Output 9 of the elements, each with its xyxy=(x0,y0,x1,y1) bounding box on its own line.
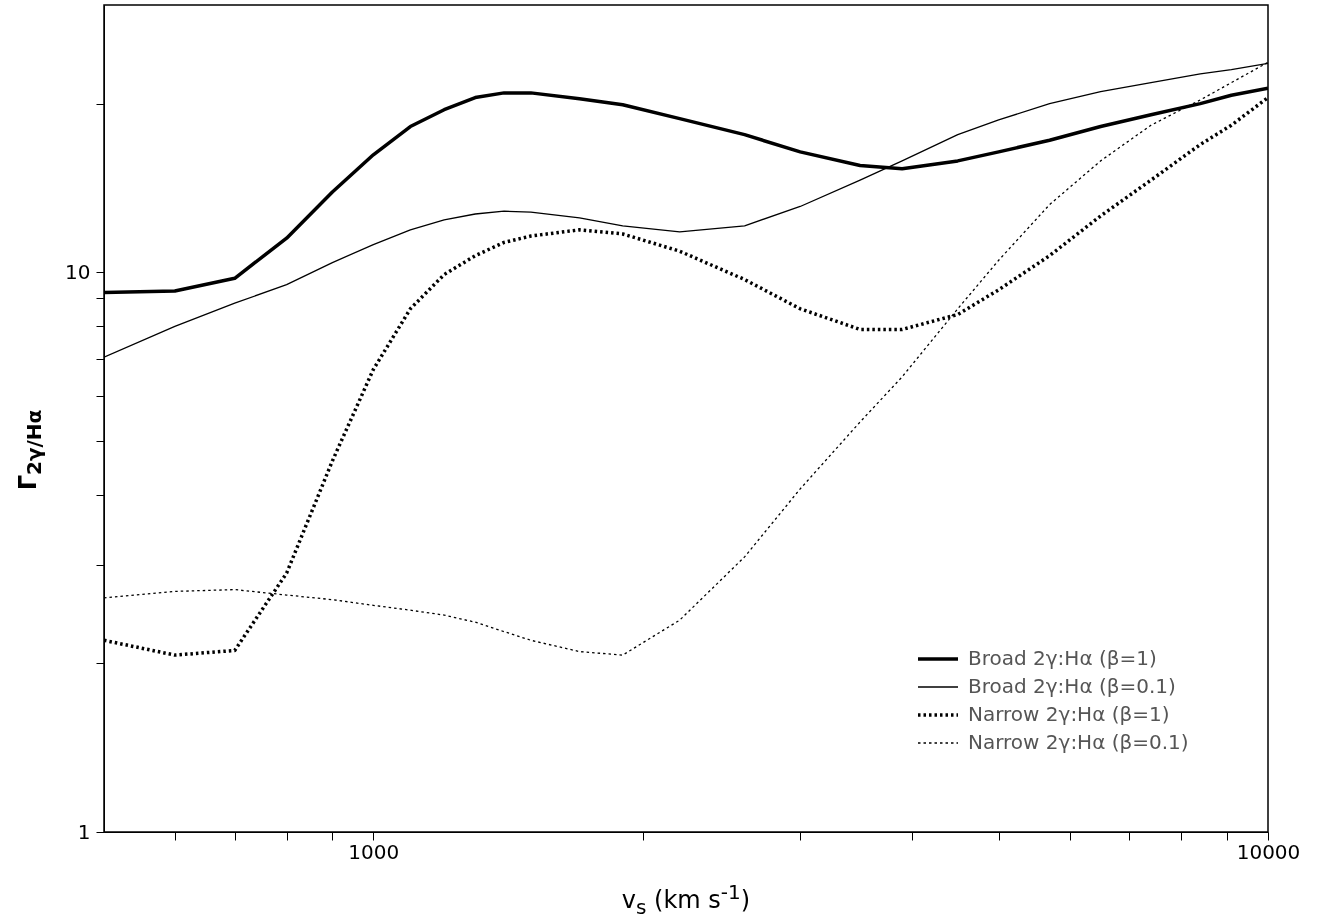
y-tick-label: 1 xyxy=(77,819,91,844)
legend-label: Broad 2γ:Hα (β=1) xyxy=(968,646,1157,670)
y-tick-label: 10 xyxy=(65,259,91,284)
x-axis-title: v$_{s}$ (km s$^{-1}$) xyxy=(621,880,751,919)
legend-label: Broad 2γ:Hα (β=0.1) xyxy=(968,674,1176,698)
legend-label: Narrow 2γ:Hα (β=0.1) xyxy=(968,730,1189,754)
legend-label: Narrow 2γ:Hα (β=1) xyxy=(968,702,1170,726)
x-tick-label: 10000 xyxy=(1236,839,1301,864)
x-tick-label: 1000 xyxy=(348,839,400,864)
